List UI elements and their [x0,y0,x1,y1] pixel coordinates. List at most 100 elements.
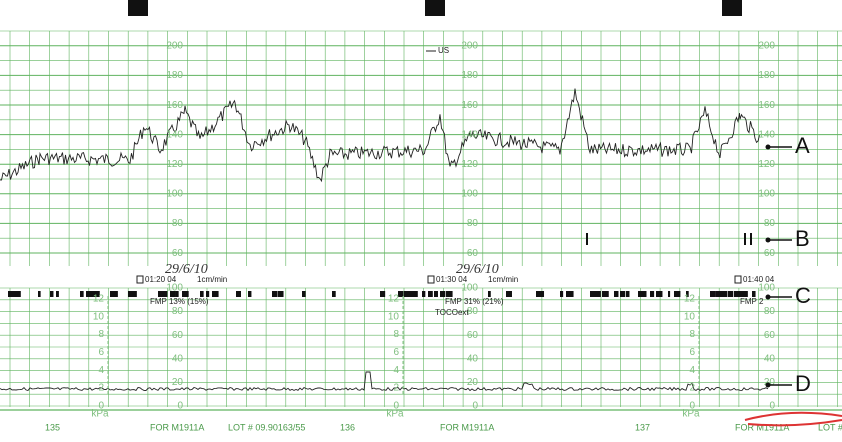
movement-mark [86,291,93,297]
paper-speed: 1cm/min [197,275,227,284]
hr-scale-label: 80 [467,218,479,229]
movement-mark [14,291,21,297]
kpa-unit: kPa [682,409,700,420]
movement-mark [506,291,512,297]
kpa-scale-label: 4 [98,365,104,376]
marker-letter: B [795,226,810,251]
movement-mark [566,291,574,297]
hr-scale-label: 60 [764,248,776,259]
clock-icon [136,275,144,284]
movement-mark [422,291,426,297]
movement-mark [404,291,411,297]
movement-mark [164,291,168,297]
marker-letter: C [795,283,811,308]
toco-trace [0,371,769,392]
toco-scale-label: 20 [764,377,776,388]
kpa-scale-label: 10 [93,311,105,322]
movement-mark [134,291,137,297]
handwritten-date: 29/6/10 [456,262,499,277]
lot-label: LOT # 09.90163/55 [228,422,305,432]
toco-scale-label: 80 [764,306,776,317]
toco-scale-label: 40 [172,353,184,364]
hr-scale-label: 120 [166,159,183,170]
movement-mark [302,291,306,297]
kpa-scale-label: 6 [689,347,695,358]
hr-scale-label: 80 [764,218,776,229]
hr-scale-label: 140 [461,129,478,140]
movement-mark [590,291,598,297]
kpa-scale-label: 8 [393,329,399,340]
form-label: FOR M1911A [150,422,204,432]
toco-scale-label: 60 [764,330,776,341]
grid [0,30,842,411]
time-stamp: 01:20 04 [145,275,177,284]
kpa-scale-label: 6 [98,347,104,358]
movement-mark [722,291,728,297]
kpa-unit: kPa [386,409,404,420]
movement-mark [212,291,219,297]
sprocket-mark [425,0,445,16]
movement-mark [434,291,438,297]
hr-scale-label: 100 [758,189,775,200]
movement-mark [542,291,545,297]
kpa-scale-label: 12 [684,294,696,305]
hr-scale-label: 160 [758,100,775,111]
hr-scale-label: 140 [758,129,775,140]
kpa-scale-label: 2 [689,383,695,394]
fmp-label: FMP 2 [740,297,764,306]
movement-mark [182,291,189,297]
movement-mark [110,291,118,297]
hr-scale-label: 60 [172,248,184,259]
kpa-scale-label: 10 [684,311,696,322]
hr-scale-label: 160 [166,100,183,111]
movement-mark [536,291,544,297]
movement-mark [716,291,723,297]
movement-mark [728,291,734,297]
toco-scale-label: 100 [758,283,775,294]
movement-mark [596,291,601,297]
movement-mark [656,291,663,297]
kpa-unit: kPa [91,409,109,420]
marker-letter: D [795,371,811,396]
marker-dot [765,294,771,300]
movement-mark [410,291,418,297]
movement-mark [236,291,242,297]
fmp-label: FMP 13% (15%) [150,297,209,306]
hr-scale-label: 100 [166,189,183,200]
hr-scale-label: 120 [758,159,775,170]
movement-mark [668,291,671,297]
toco-scale-label: 0 [472,401,478,412]
hr-scale-label: 180 [758,70,775,81]
lot-label-cut: LOT # [818,422,842,432]
kpa-scale-label: 12 [93,294,105,305]
movement-mark [752,291,756,297]
handwritten-date: 29/6/10 [165,262,208,277]
kpa-scale-label: 2 [393,383,399,394]
clock-icon [427,275,435,284]
red-scribble [744,411,842,427]
hr-scale-label: 160 [461,100,478,111]
clock-icon [734,275,742,284]
marker-dot [765,237,771,243]
movement-mark [614,291,619,297]
movement-mark [650,291,655,297]
movement-mark [626,291,630,297]
toco-scale-label: 20 [467,377,479,388]
toco-label: TOCOext [435,308,469,317]
sprocket-mark [128,0,148,16]
kpa-scale-label: 10 [388,311,400,322]
toco-scale-label: 20 [172,377,184,388]
movement-mark [428,291,433,297]
movement-mark [488,291,491,297]
hr-scale-label: 200 [758,41,775,52]
hr-scale-label: 200 [166,41,183,52]
movement-mark [446,291,453,297]
movement-mark [602,291,609,297]
movement-mark [332,291,336,297]
hr-scale-label: 200 [461,41,478,52]
movement-mark [380,291,386,297]
kpa-scale-label: 6 [393,347,399,358]
hr-scale-label: 80 [172,218,184,229]
fmp-label: FMP 31% (21%) [445,297,504,306]
kpa-scale-label: 0 [393,400,399,411]
